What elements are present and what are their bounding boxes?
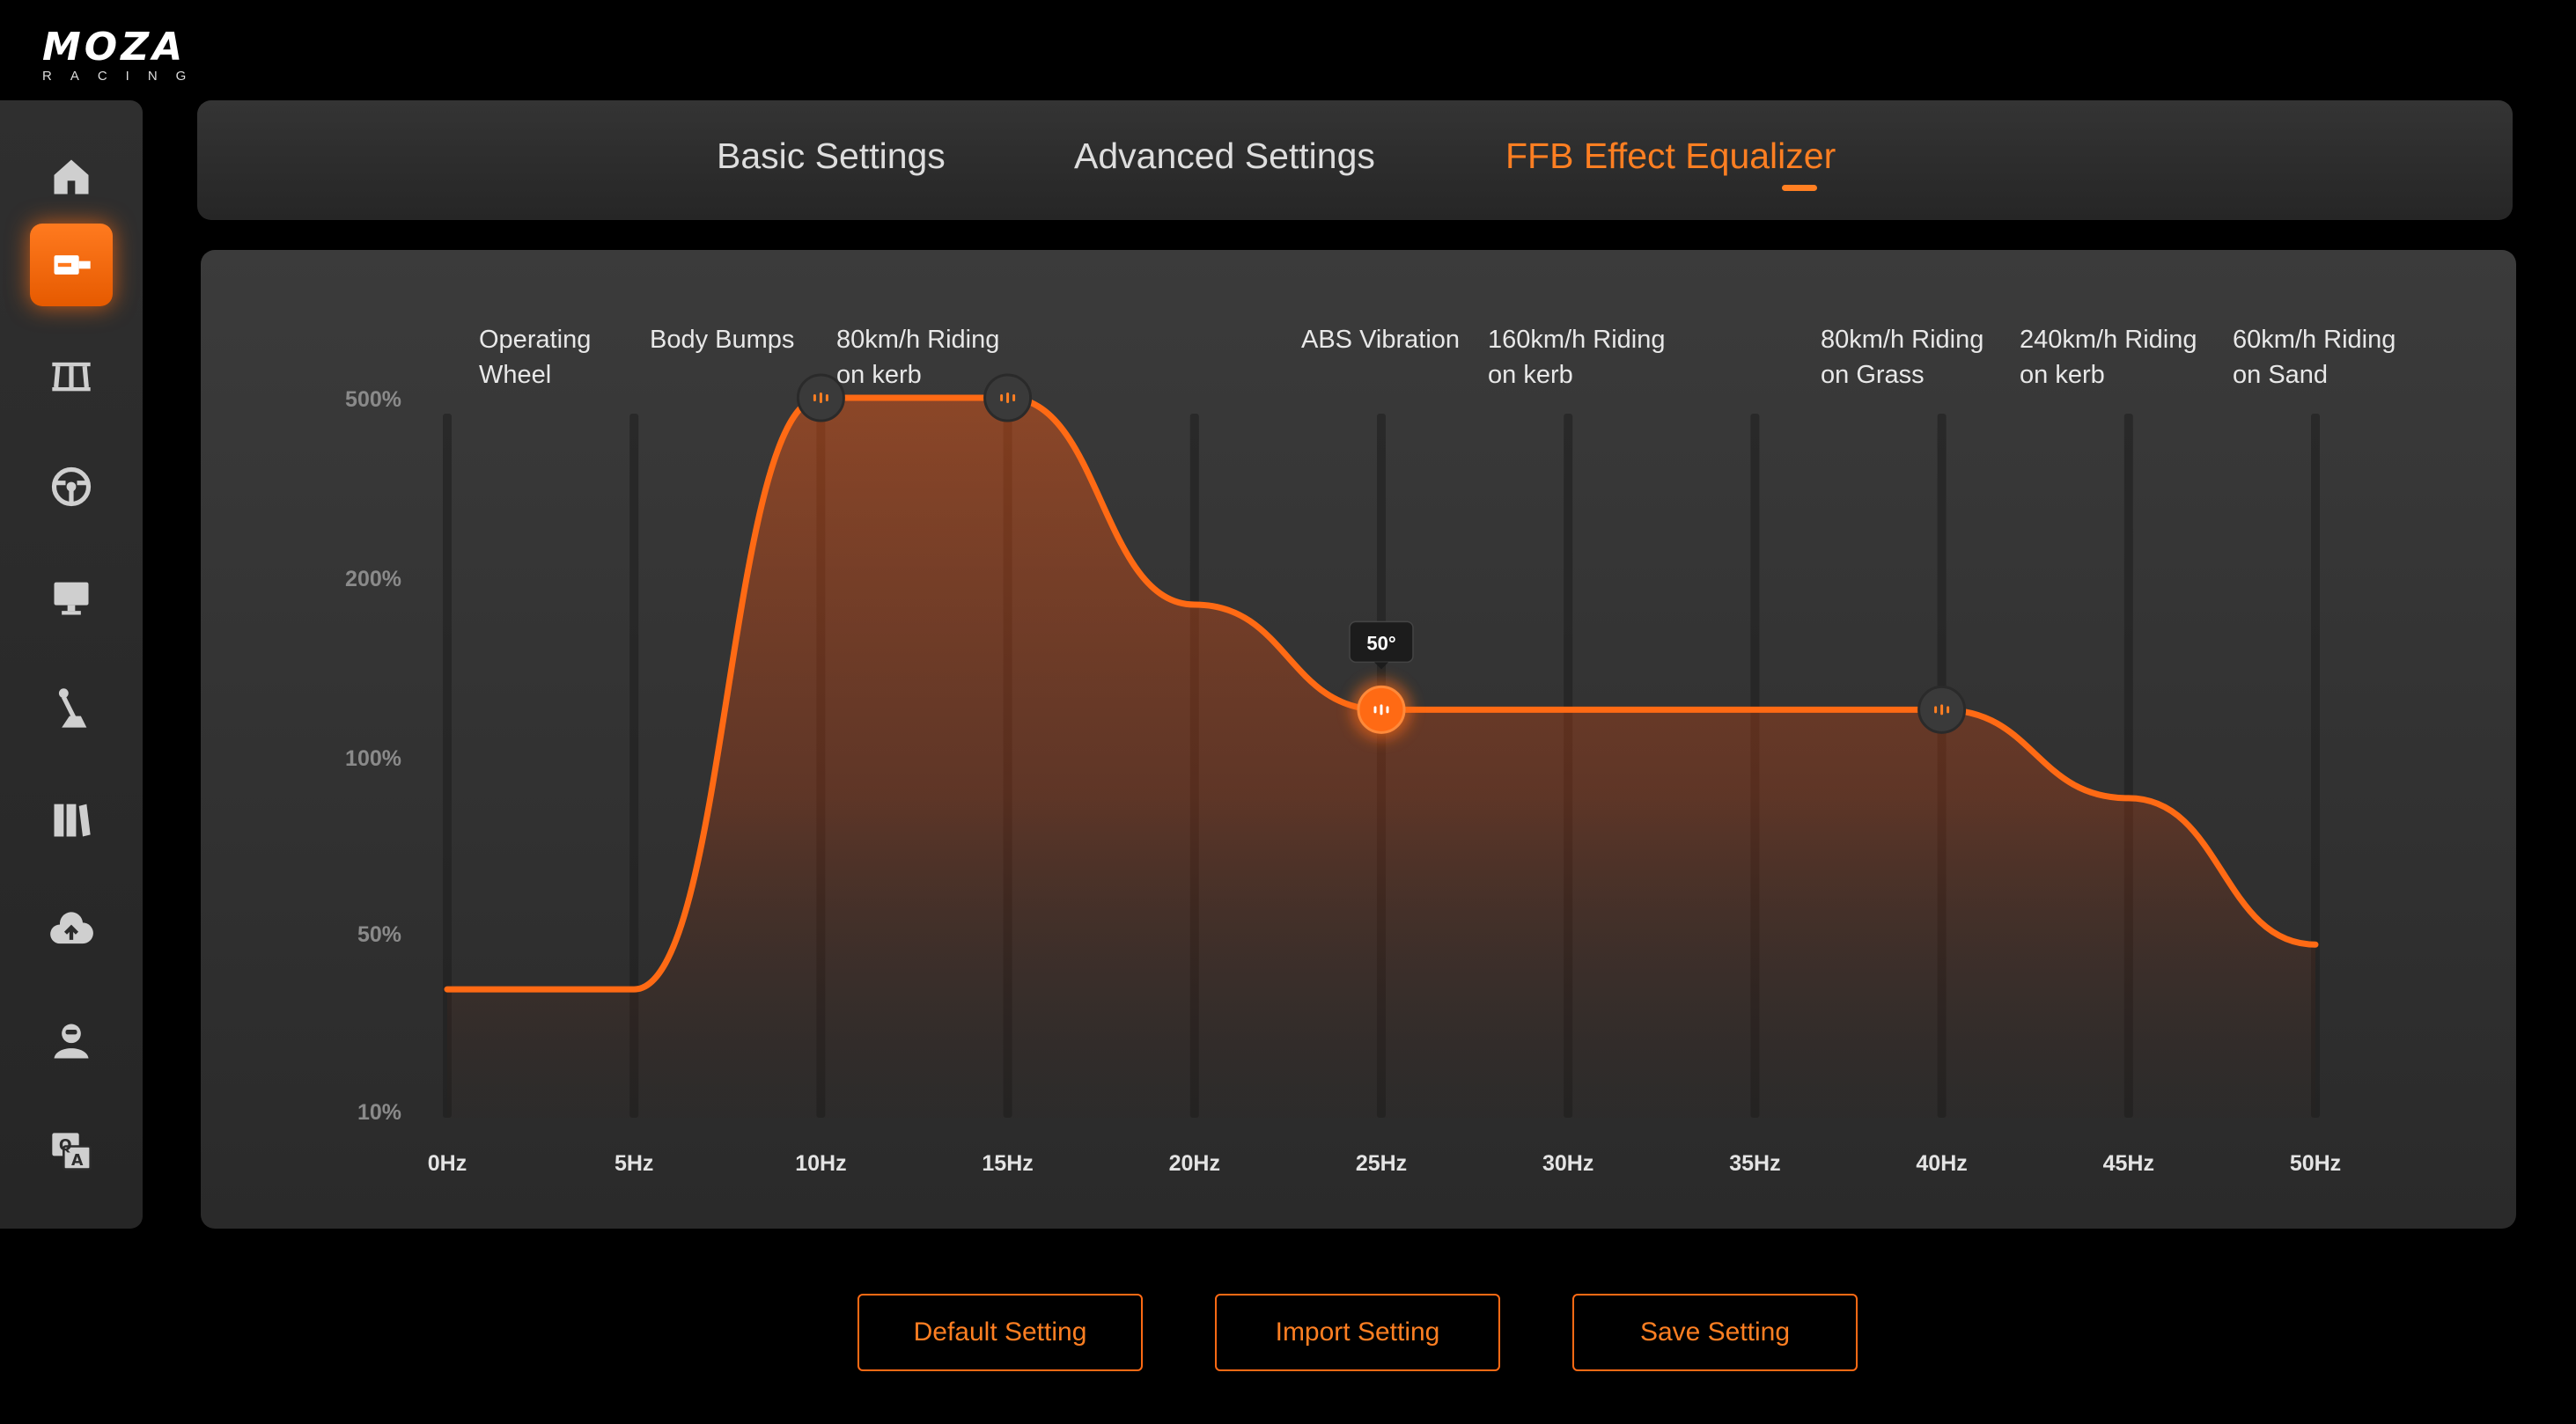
effect-label: Body Bumps bbox=[650, 326, 794, 354]
effect-label: 80km/h Riding on kerb bbox=[836, 326, 999, 389]
active-tab-indicator bbox=[1782, 185, 1817, 191]
grid-column bbox=[443, 414, 452, 1118]
effect-label: 80km/h Riding on Grass bbox=[1821, 326, 1984, 389]
steering-wheel-icon bbox=[51, 466, 92, 507]
x-tick-label: 50Hz bbox=[2290, 1151, 2341, 1176]
effect-label: 60km/h Riding on Sand bbox=[2233, 326, 2396, 389]
effect-label: 240km/h Riding on kerb bbox=[2020, 326, 2197, 389]
effect-label: ABS Vibration bbox=[1301, 326, 1460, 354]
sidebar-item-cloud[interactable] bbox=[30, 889, 113, 972]
tab-advanced-settings[interactable]: Advanced Settings bbox=[1074, 136, 1375, 176]
x-tick-label: 20Hz bbox=[1169, 1151, 1220, 1176]
x-tick-label: 40Hz bbox=[1916, 1151, 1967, 1176]
equalizer-handle[interactable] bbox=[1351, 679, 1411, 740]
y-tick-label: 50% bbox=[357, 922, 401, 947]
x-tick-label: 25Hz bbox=[1356, 1151, 1407, 1176]
equalizer-curve bbox=[444, 394, 2319, 993]
moza-racing-logo: MOZA RACING bbox=[42, 28, 227, 84]
grid-column bbox=[629, 414, 639, 1118]
save-setting-button[interactable]: Save Setting bbox=[1572, 1294, 1858, 1371]
qa-help-icon: QA bbox=[52, 1133, 92, 1171]
x-tick-label: 15Hz bbox=[982, 1151, 1033, 1176]
x-tick-label: 30Hz bbox=[1542, 1151, 1593, 1176]
equalizer-area bbox=[447, 398, 2315, 1118]
equalizer-handle[interactable] bbox=[983, 373, 1033, 422]
x-tick-label: 45Hz bbox=[2103, 1151, 2154, 1176]
sidebar-item-library[interactable] bbox=[30, 778, 113, 861]
sidebar-item-wheelbase[interactable] bbox=[30, 224, 113, 306]
sidebar-item-shifter[interactable] bbox=[30, 667, 113, 750]
equalizer-handle[interactable] bbox=[1917, 685, 1967, 734]
y-tick-label: 100% bbox=[345, 746, 401, 771]
sidebar-item-home[interactable] bbox=[30, 136, 113, 218]
x-tick-label: 0Hz bbox=[428, 1151, 467, 1176]
cloud-upload-icon bbox=[50, 912, 93, 944]
tab-bar: Basic Settings Advanced Settings FFB Eff… bbox=[197, 100, 2513, 220]
svg-text:Q: Q bbox=[59, 1137, 72, 1155]
wheelbase-icon bbox=[54, 255, 91, 275]
y-tick-label: 10% bbox=[357, 1100, 401, 1125]
svg-text:A: A bbox=[71, 1152, 84, 1170]
tab-basic-settings[interactable]: Basic Settings bbox=[717, 136, 946, 176]
home-icon bbox=[54, 159, 89, 195]
x-tick-label: 35Hz bbox=[1729, 1151, 1780, 1176]
pedals-icon bbox=[52, 362, 91, 392]
sidebar-item-dashboard[interactable] bbox=[30, 556, 113, 639]
brand-name: MOZA bbox=[42, 25, 187, 70]
dashboard-icon bbox=[54, 582, 89, 615]
sidebar-item-steering-wheel[interactable] bbox=[30, 445, 113, 528]
import-setting-button[interactable]: Import Setting bbox=[1215, 1294, 1500, 1371]
x-tick-label: 10Hz bbox=[795, 1151, 846, 1176]
effect-label: Operating Wheel bbox=[479, 326, 591, 389]
y-tick-label: 200% bbox=[345, 567, 401, 591]
x-tick-label: 5Hz bbox=[615, 1151, 653, 1176]
user-icon bbox=[54, 1024, 89, 1059]
effect-label: 160km/h Riding on kerb bbox=[1488, 326, 1666, 389]
tooltip-label: 50° bbox=[1366, 632, 1395, 654]
value-tooltip: 50° bbox=[1349, 620, 1414, 670]
shifter-icon bbox=[58, 688, 87, 728]
default-setting-button[interactable]: Default Setting bbox=[857, 1294, 1143, 1371]
sidebar-item-user[interactable] bbox=[30, 1000, 113, 1083]
tab-ffb-effect-equalizer[interactable]: FFB Effect Equalizer bbox=[1505, 136, 1836, 176]
y-tick-label: 500% bbox=[345, 387, 401, 412]
sidebar-item-pedals[interactable] bbox=[30, 334, 113, 417]
library-icon bbox=[54, 804, 91, 837]
equalizer-handle[interactable] bbox=[796, 373, 845, 422]
brand-subtitle: RACING bbox=[42, 69, 205, 84]
